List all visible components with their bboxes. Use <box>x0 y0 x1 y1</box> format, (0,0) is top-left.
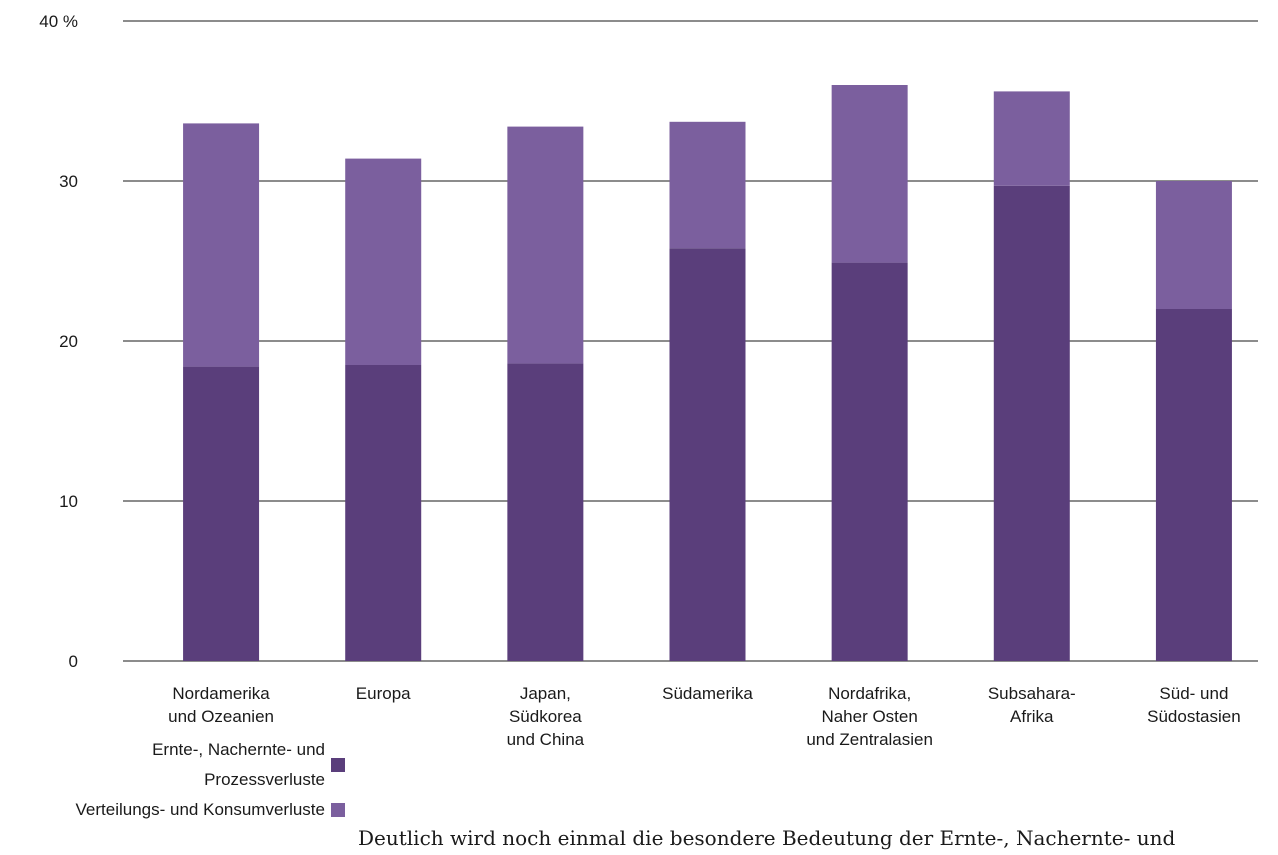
bar-segment-consumption-losses <box>345 158 422 365</box>
x-axis-labels: Nordamerika und Ozeanien Europa Japan, Südko… <box>168 684 1241 749</box>
bar-segment-consumption-losses <box>831 85 908 263</box>
bar-segment-harvest-losses <box>669 248 746 661</box>
legend-item-harvest-losses: Ernte-, Nachernte- und Prozessverluste <box>0 735 345 795</box>
y-tick-label: 0 <box>69 652 78 671</box>
x-category-label: Europa <box>356 684 411 703</box>
legend-label: Verteilungs- und Konsumverluste <box>75 800 325 819</box>
body-paragraph: Deutlich wird noch einmal die besondere … <box>358 826 1176 850</box>
y-tick-label: 40 % <box>39 12 78 31</box>
bar-segment-harvest-losses <box>345 365 422 661</box>
y-axis-ticks: 0 10 20 30 40 % <box>39 12 78 671</box>
x-category-label: Süd- und Südostasien <box>1147 684 1241 726</box>
stacked-bar-chart: 0 10 20 30 40 % Nordamerika und Ozeanien Europ… <box>39 12 1258 749</box>
bar-segment-consumption-losses <box>183 123 260 367</box>
bar-segment-harvest-losses <box>993 185 1070 662</box>
x-category-label: Nordamerika und Ozeanien <box>168 684 274 726</box>
bar-segment-consumption-losses <box>507 126 584 364</box>
bar-segment-consumption-losses <box>993 91 1070 186</box>
x-category-label: Subsahara-Afrika <box>988 684 1076 726</box>
legend-swatch <box>331 803 345 817</box>
y-tick-label: 20 <box>59 332 78 351</box>
bar-segment-harvest-losses <box>507 363 584 661</box>
bar-segment-harvest-losses <box>183 366 260 661</box>
bar-segment-harvest-losses <box>1155 309 1232 661</box>
x-category-label: Nordafrika, Naher Osten und Zentralasien <box>806 684 933 749</box>
bars <box>183 85 1232 662</box>
legend-swatch <box>331 758 345 772</box>
bar-segment-consumption-losses <box>669 121 746 249</box>
bar-segment-harvest-losses <box>831 262 908 661</box>
x-category-label: Japan, Südkorea und China <box>507 684 585 749</box>
bar-segment-consumption-losses <box>1155 181 1232 309</box>
y-tick-label: 30 <box>59 172 78 191</box>
x-category-label: Südamerika <box>662 684 753 703</box>
legend-item-consumption-losses: Verteilungs- und Konsumverluste <box>0 795 345 825</box>
legend: Ernte-, Nachernte- und Prozessverluste V… <box>0 735 345 825</box>
legend-label: Ernte-, Nachernte- und Prozessverluste <box>152 740 325 789</box>
y-tick-label: 10 <box>59 492 78 511</box>
